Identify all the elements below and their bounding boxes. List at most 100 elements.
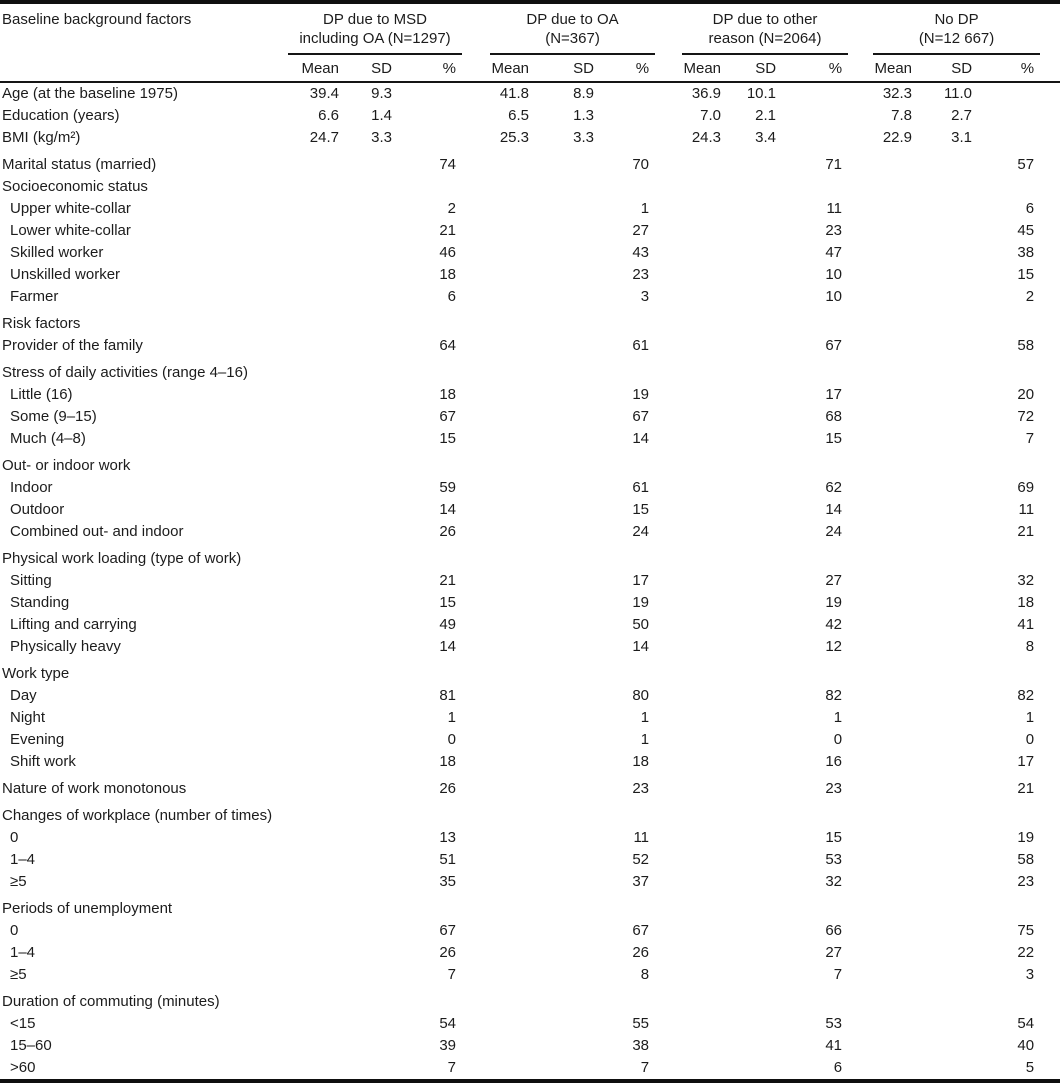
row-label: Stress of daily activities (range 4–16) — [2, 364, 248, 381]
row-label: ≥5 — [10, 873, 27, 890]
mean-cell — [288, 335, 345, 357]
sd-cell — [918, 1057, 978, 1081]
row-label: Little (16) — [10, 386, 73, 403]
sd-cell — [727, 220, 782, 242]
sd-cell — [535, 773, 600, 800]
sd-cell — [918, 242, 978, 264]
pct-cell — [398, 127, 462, 149]
mean-cell — [873, 800, 918, 827]
pct-cell: 24 — [632, 523, 650, 540]
column-gap — [462, 308, 490, 335]
column-gap — [462, 82, 490, 105]
right-margin — [1040, 773, 1060, 800]
mean-cell — [288, 521, 345, 543]
mean-cell — [682, 986, 727, 1013]
mean-cell — [288, 614, 345, 636]
pct-cell — [782, 127, 848, 149]
pct-cell: 15 — [439, 430, 457, 447]
sd-cell — [535, 357, 600, 384]
sd-cell — [535, 543, 600, 570]
right-margin — [1040, 800, 1060, 827]
pct-cell: 27 — [632, 222, 650, 239]
mean-cell — [682, 729, 727, 751]
mean-cell — [288, 242, 345, 264]
column-gap — [462, 1057, 490, 1081]
sd-cell — [918, 286, 978, 308]
right-margin — [1040, 893, 1060, 920]
sd-cell — [727, 658, 782, 685]
row-label: Sitting — [10, 572, 52, 589]
column-gap — [655, 477, 682, 499]
sd-cell — [727, 685, 782, 707]
mean-cell — [873, 614, 918, 636]
mean-cell — [873, 942, 918, 964]
column-gap — [848, 428, 873, 450]
pct-cell — [398, 82, 462, 105]
group-title-line: including OA (N=1297) — [299, 30, 451, 47]
sd-cell — [535, 308, 600, 335]
mean-cell — [288, 942, 345, 964]
pct-cell: 2 — [447, 200, 457, 217]
pct-cell: 71 — [825, 156, 843, 173]
column-gap — [848, 942, 873, 964]
pct-cell: 14 — [439, 638, 457, 655]
right-margin — [1040, 543, 1060, 570]
table-row: Risk factors — [0, 308, 1060, 335]
mean-cell — [682, 800, 727, 827]
column-gap — [655, 105, 682, 127]
column-gap — [848, 827, 873, 849]
pct-cell: 23 — [632, 266, 650, 283]
pct-cell: 58 — [1017, 851, 1035, 868]
mean-cell: 6.6 — [318, 107, 339, 124]
mean-cell — [682, 384, 727, 406]
sd-cell — [918, 893, 978, 920]
table-row: Night 1 1 1 1 — [0, 707, 1060, 729]
pct-column-header: % — [600, 54, 656, 83]
pct-cell: 7 — [1025, 430, 1035, 447]
right-margin — [1040, 308, 1060, 335]
mean-cell — [288, 149, 345, 176]
mean-cell — [288, 592, 345, 614]
mean-cell — [873, 920, 918, 942]
row-label: Changes of workplace (number of times) — [2, 807, 273, 824]
column-gap — [655, 751, 682, 773]
column-gap — [655, 707, 682, 729]
sd-cell — [727, 707, 782, 729]
column-gap — [655, 521, 682, 543]
mean-cell — [490, 849, 535, 871]
sd-cell — [535, 570, 600, 592]
sd-cell: 3.4 — [755, 129, 777, 146]
pct-cell: 1 — [640, 731, 650, 748]
mean-cell — [873, 406, 918, 428]
sd-cell — [727, 942, 782, 964]
mean-cell — [288, 176, 345, 198]
sd-cell: 10.1 — [746, 85, 777, 102]
mean-cell — [490, 592, 535, 614]
sd-cell — [345, 773, 398, 800]
pct-cell: 15 — [1017, 266, 1035, 283]
row-label: Socioeconomic status — [2, 178, 148, 195]
sd-cell — [727, 406, 782, 428]
column-gap — [462, 105, 490, 127]
row-label: 0 — [10, 829, 19, 846]
column-gap — [655, 942, 682, 964]
sd-cell — [535, 477, 600, 499]
mean-cell — [288, 198, 345, 220]
pct-cell — [600, 176, 655, 198]
pct-cell — [782, 800, 848, 827]
sd-cell — [345, 920, 398, 942]
mean-cell — [288, 357, 345, 384]
sd-column-header: SD — [345, 54, 398, 83]
pct-cell: 26 — [439, 780, 457, 797]
mean-cell — [682, 264, 727, 286]
mean-cell — [288, 543, 345, 570]
column-gap — [462, 264, 490, 286]
column-gap — [848, 335, 873, 357]
column-gap — [462, 176, 490, 198]
mean-cell: 24.7 — [309, 129, 339, 146]
sd-cell — [535, 636, 600, 658]
column-gap — [655, 871, 682, 893]
right-margin — [1040, 614, 1060, 636]
sd-cell — [727, 871, 782, 893]
mean-cell — [490, 406, 535, 428]
